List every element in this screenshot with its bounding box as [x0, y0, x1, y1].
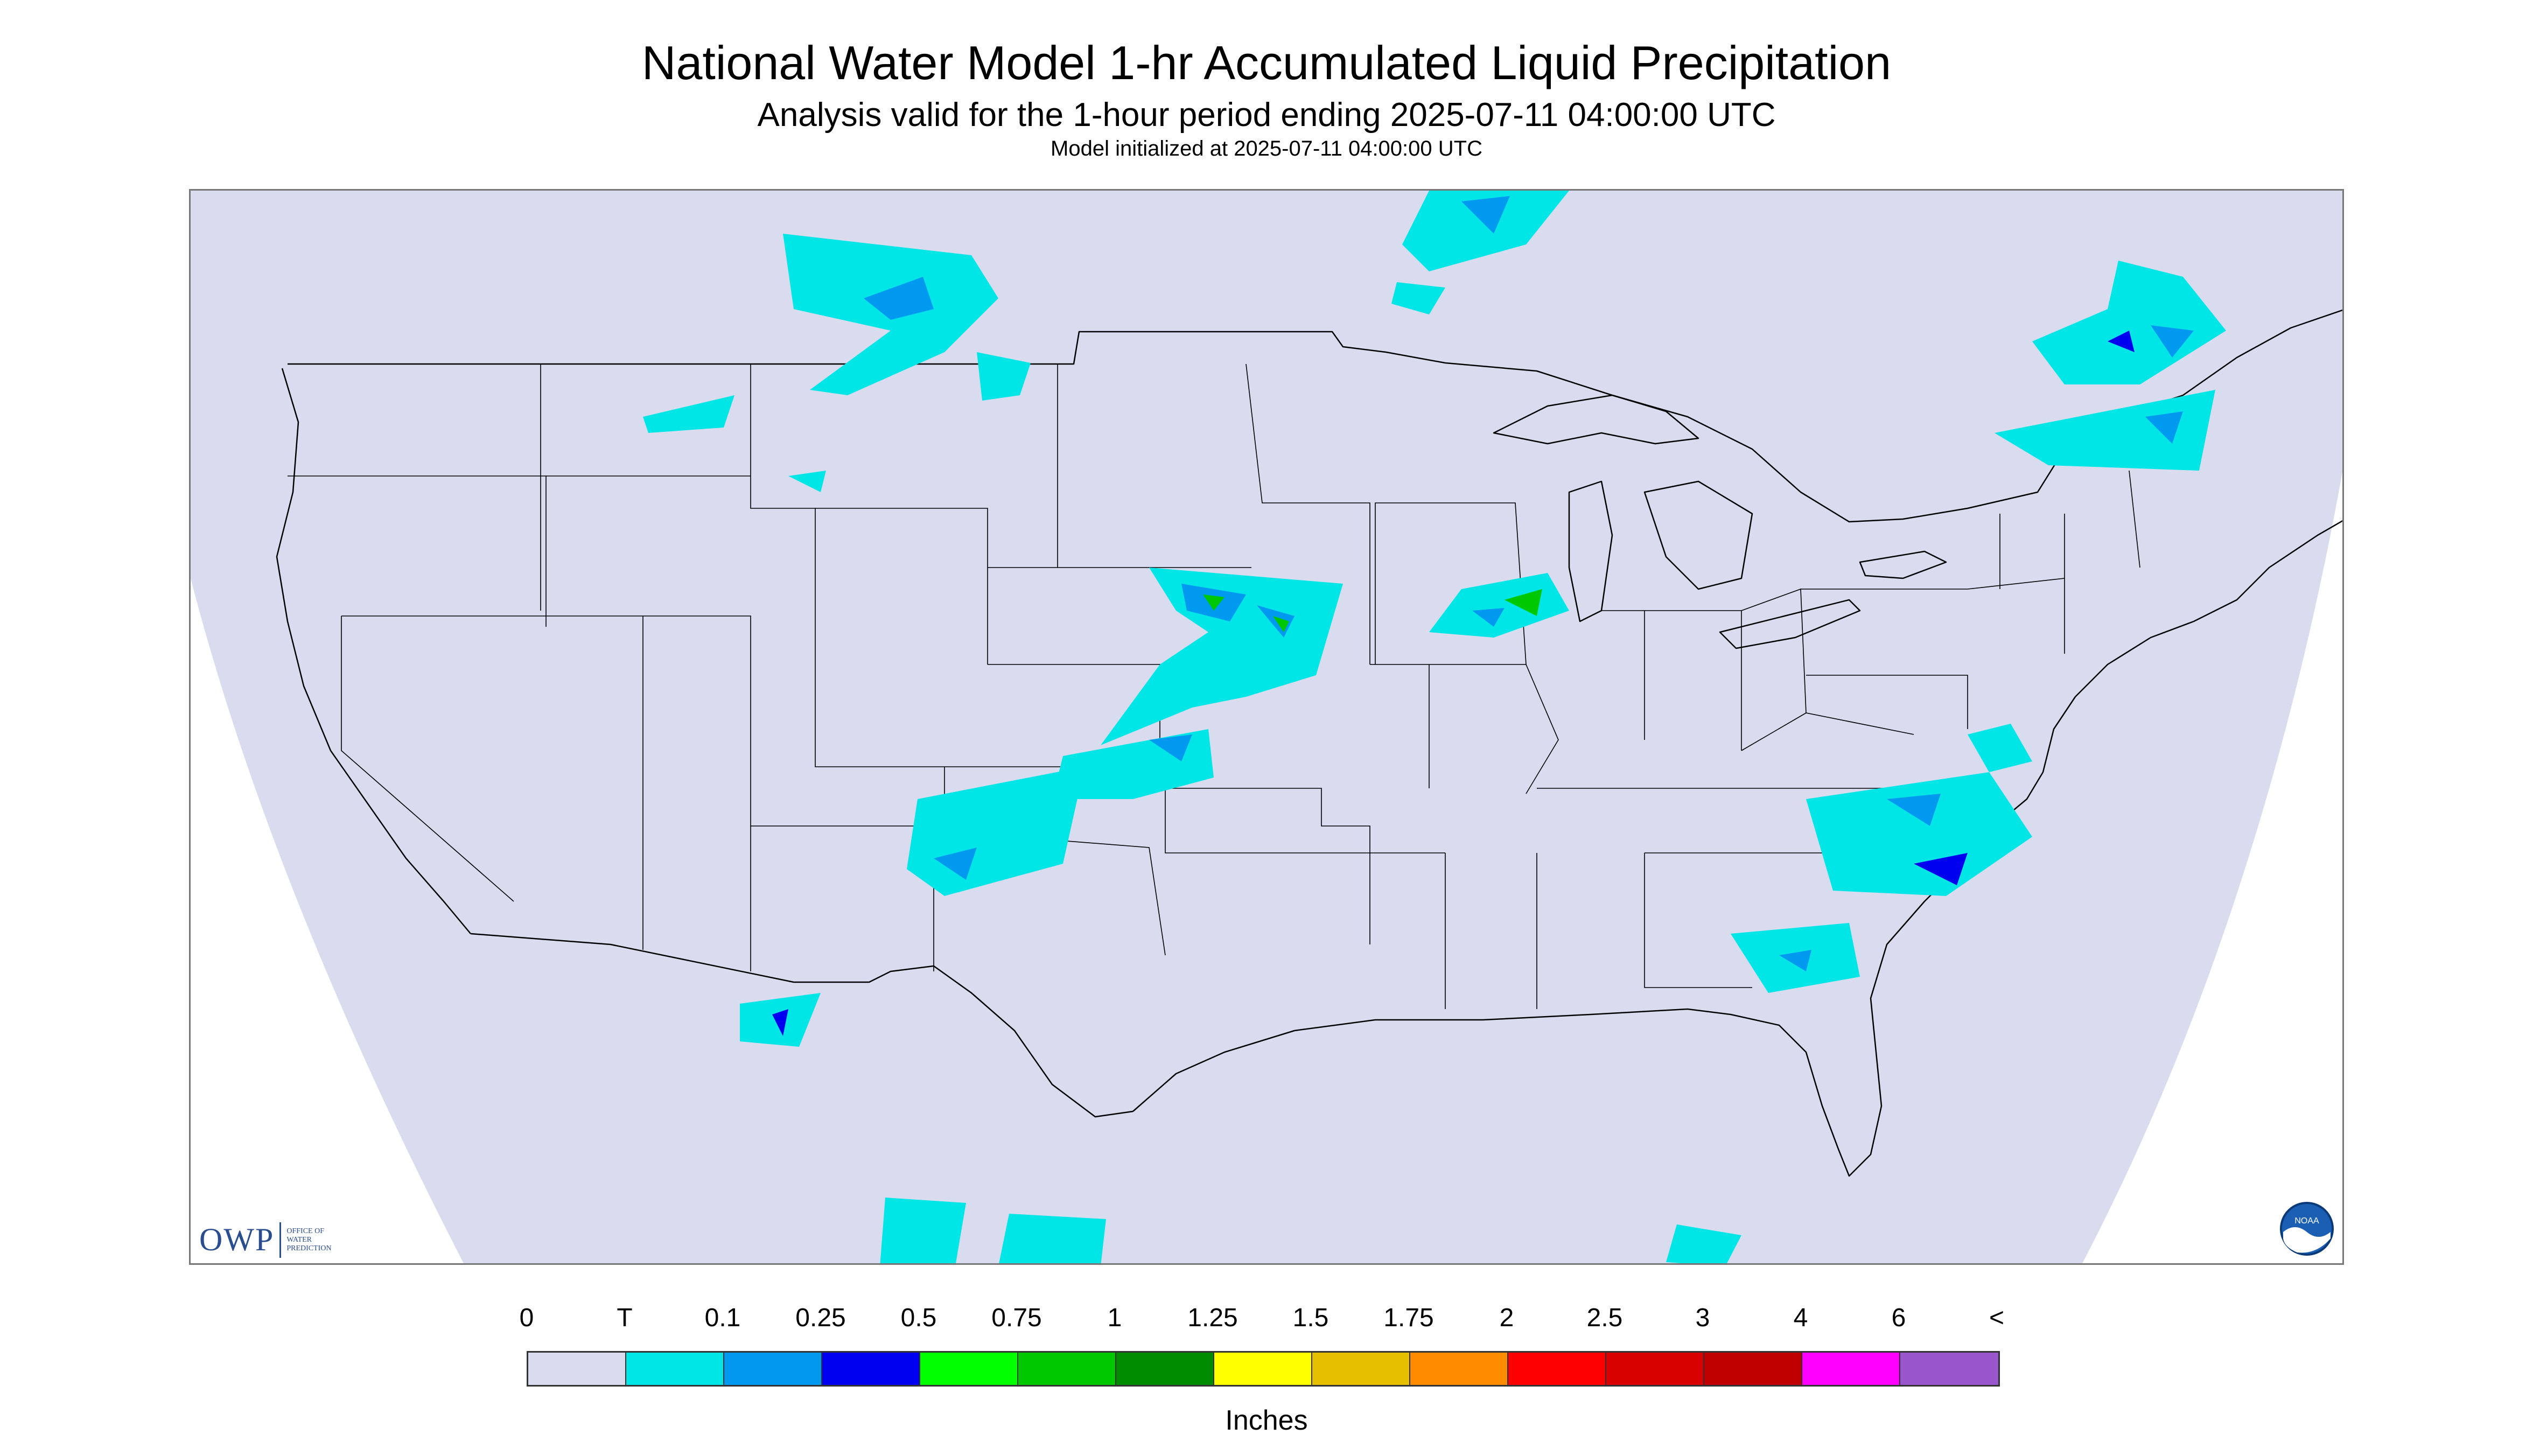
atlantic-coast: [1870, 520, 2342, 1053]
legend-swatch: [822, 1353, 920, 1385]
precip-areas: [643, 191, 2226, 1263]
lake-erie: [1719, 599, 1861, 649]
legend-swatch: [1802, 1353, 1900, 1385]
legend-tick-label: 1.75: [1383, 1304, 1434, 1332]
legend-tick-label: 6: [1891, 1304, 1906, 1332]
lake-superior: [1493, 394, 1699, 445]
legend-swatch: [528, 1353, 626, 1385]
legend-tick-labels: 0 T 0.1 0.25 0.5 0.75 1 1.25 1.5 1.75 2 2.5 3 4 6 <: [0, 1303, 2533, 1335]
legend-swatch: [1606, 1353, 1704, 1385]
precipitation-map: [189, 189, 2344, 1265]
lake-ontario: [1859, 550, 1947, 579]
legend-tick-label: 0.25: [795, 1304, 846, 1332]
owp-logo: OWP OFFICE OF WATER PREDICTION: [199, 1221, 332, 1258]
legend-tick-label: 1.25: [1187, 1304, 1238, 1332]
legend-tick-label: 1.5: [1292, 1304, 1329, 1332]
legend-color-bar: [527, 1351, 2000, 1387]
noaa-logo: NOAA: [2279, 1201, 2335, 1259]
map-title: National Water Model 1-hr Accumulated Li…: [641, 36, 1892, 89]
legend-tick-label: 0: [519, 1304, 534, 1332]
legend-swatch: [1018, 1353, 1116, 1385]
legend-tick-label: 0.1: [704, 1304, 741, 1332]
legend-tick-label: <: [1989, 1304, 2005, 1332]
pacific-coast: [276, 368, 471, 934]
legend-tick-label: 4: [1793, 1304, 1808, 1332]
map-domain: [191, 191, 2342, 1263]
model-init-line: Model initialized at 2025-07-11 04:00:00…: [1051, 137, 1482, 160]
legend-swatch: [1704, 1353, 1802, 1385]
legend-swatch: [920, 1353, 1018, 1385]
legend-units: Inches: [1225, 1405, 1308, 1436]
map-subtitle: Analysis valid for the 1-hour period end…: [757, 96, 1776, 134]
legend-swatch: [724, 1353, 822, 1385]
legend-swatch: [1410, 1353, 1508, 1385]
legend-swatch: [1214, 1353, 1312, 1385]
legend-swatch: [1116, 1353, 1214, 1385]
gulf-coast: [1132, 1008, 1883, 1177]
legend-tick-label: 0.5: [900, 1304, 937, 1332]
svg-text:NOAA: NOAA: [2294, 1216, 2319, 1226]
legend-swatch: [626, 1353, 724, 1385]
legend-tick-label: 2.5: [1586, 1304, 1623, 1332]
legend-tick-label: 1: [1107, 1304, 1122, 1332]
owp-logo-text: OFFICE OF WATER PREDICTION: [286, 1227, 332, 1252]
legend-swatch: [1312, 1353, 1410, 1385]
legend-tick-label: 0.75: [991, 1304, 1042, 1332]
legend-swatch: [1900, 1353, 1998, 1385]
legend-tick-label: 3: [1695, 1304, 1710, 1332]
lake-huron: [1643, 480, 1753, 590]
legend-tick-label: 2: [1499, 1304, 1514, 1332]
legend-tick-label: T: [617, 1304, 633, 1332]
owp-logo-mark: OWP: [199, 1222, 275, 1257]
legend-swatch: [1508, 1353, 1606, 1385]
